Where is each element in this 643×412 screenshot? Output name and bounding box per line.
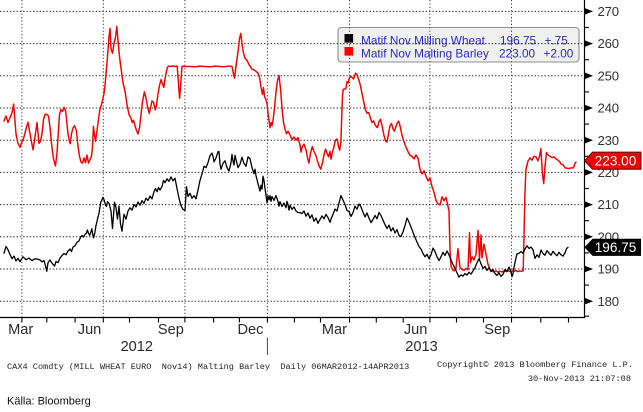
svg-text:Jun: Jun [404, 322, 428, 338]
svg-text:270: 270 [598, 4, 619, 19]
svg-text:230: 230 [598, 133, 619, 148]
svg-text:Källa: Bloomberg: Källa: Bloomberg [7, 396, 91, 408]
svg-text:Sep: Sep [158, 322, 184, 338]
svg-text:223.00: 223.00 [499, 47, 536, 61]
svg-text:Copyright© 2013 Bloomberg Fina: Copyright© 2013 Bloomberg Finance L.P. [437, 360, 633, 370]
svg-text:180: 180 [598, 294, 619, 309]
svg-text:240: 240 [598, 101, 619, 116]
svg-text:+2.00: +2.00 [544, 47, 574, 61]
svg-text:210: 210 [598, 197, 619, 212]
svg-text:223.00: 223.00 [595, 154, 637, 169]
svg-text:Matif Nov Milling Wheat: Matif Nov Milling Wheat [361, 34, 486, 48]
svg-text:190: 190 [598, 262, 619, 277]
svg-text:Mar: Mar [322, 322, 347, 338]
svg-text:196.75: 196.75 [595, 240, 637, 255]
svg-text:Matif Nov Malting Barley: Matif Nov Malting Barley [361, 47, 489, 61]
svg-text:Mar: Mar [8, 322, 33, 338]
svg-text:+.75: +.75 [545, 34, 569, 48]
svg-text:Dec: Dec [237, 322, 263, 338]
svg-text:260: 260 [598, 36, 619, 51]
svg-text:Jun: Jun [78, 322, 102, 338]
svg-text:30-Nov-2013 21:07:08: 30-Nov-2013 21:07:08 [528, 374, 631, 384]
svg-text:250: 250 [598, 68, 619, 83]
svg-text:2012: 2012 [121, 339, 153, 355]
svg-text:CAX4 Comdty (MILL WHEAT EURO: CAX4 Comdty (MILL WHEAT EURO Nov14) Malt… [7, 362, 409, 372]
svg-text:196.75: 196.75 [500, 34, 537, 48]
svg-text:Sep: Sep [484, 322, 510, 338]
svg-text:2013: 2013 [405, 339, 437, 355]
